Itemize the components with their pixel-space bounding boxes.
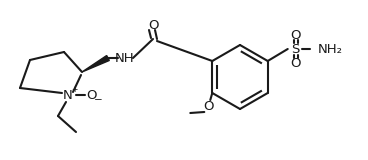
Text: O: O	[86, 88, 96, 101]
Text: +: +	[71, 84, 77, 93]
Text: NH: NH	[115, 52, 135, 64]
Text: O: O	[290, 56, 301, 69]
Text: N: N	[63, 88, 73, 101]
Text: O: O	[148, 19, 158, 32]
Text: O: O	[203, 100, 213, 113]
Text: NH₂: NH₂	[318, 43, 343, 56]
Text: S: S	[291, 43, 300, 56]
Polygon shape	[82, 56, 109, 72]
Text: −: −	[93, 95, 102, 105]
Text: O: O	[290, 28, 301, 41]
